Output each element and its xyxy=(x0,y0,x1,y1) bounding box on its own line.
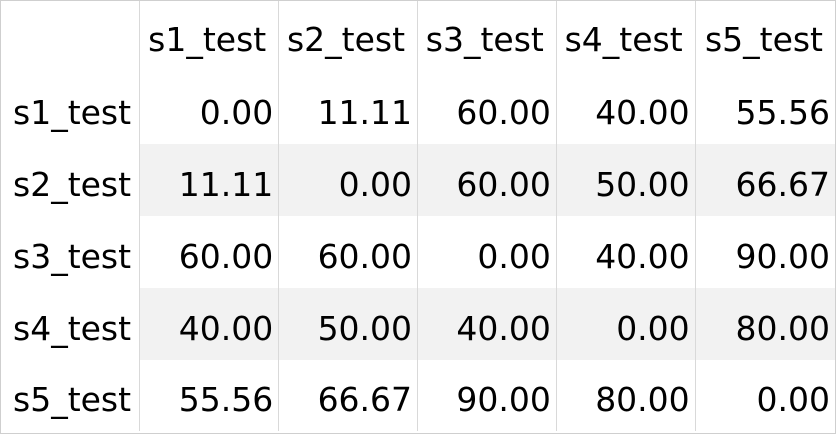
table-cell[interactable]: 60.00 xyxy=(417,72,557,144)
table-cell[interactable]: 11.11 xyxy=(139,144,280,216)
table-row: s4_test 40.00 50.00 40.00 0.00 80.00 xyxy=(1,288,835,360)
table-cell[interactable]: 66.67 xyxy=(695,144,835,216)
table-cell[interactable]: 90.00 xyxy=(735,236,830,276)
header-row: s1_test s2_test s3_test s4_test s5_test xyxy=(1,1,835,72)
table-cell[interactable]: 66.67 xyxy=(278,360,419,431)
row-header[interactable]: s5_test xyxy=(1,360,141,431)
table-cell[interactable]: 90.00 xyxy=(417,360,557,431)
table-cell[interactable]: 40.00 xyxy=(556,72,696,144)
table-row: s3_test 60.00 60.00 0.00 40.00 90.00 xyxy=(1,216,835,288)
table-row: s2_test 11.11 0.00 60.00 50.00 66.67 xyxy=(1,144,835,216)
column-header[interactable]: s5_test xyxy=(704,20,823,59)
table-row: s1_test 0.00 11.11 60.00 40.00 55.56 xyxy=(1,72,835,144)
corner-cell xyxy=(1,1,141,72)
table-cell[interactable]: 55.56 xyxy=(735,92,830,132)
column-header[interactable]: s3_test xyxy=(417,1,557,72)
row-header[interactable]: s1_test xyxy=(1,72,141,144)
table-cell[interactable]: 40.00 xyxy=(139,288,280,360)
row-header[interactable]: s3_test xyxy=(1,216,141,288)
table-cell[interactable]: 11.11 xyxy=(278,72,419,144)
table-cell[interactable]: 50.00 xyxy=(278,288,419,360)
row-header[interactable]: s4_test xyxy=(1,288,141,360)
table-cell[interactable]: 0.00 xyxy=(417,216,557,288)
table-cell[interactable]: 0.00 xyxy=(756,380,830,419)
table-cell[interactable]: 60.00 xyxy=(278,216,419,288)
table-cell[interactable]: 60.00 xyxy=(139,216,280,288)
table-cell[interactable]: 55.56 xyxy=(139,360,280,431)
table-cell[interactable]: 50.00 xyxy=(556,144,696,216)
table-cell[interactable]: 80.00 xyxy=(556,360,696,431)
table-cell[interactable]: 40.00 xyxy=(417,288,557,360)
table-cell[interactable]: 40.00 xyxy=(556,216,696,288)
column-header[interactable]: s2_test xyxy=(278,1,419,72)
table-cell[interactable]: 80.00 xyxy=(695,288,835,360)
table-cell[interactable]: 0.00 xyxy=(278,144,419,216)
row-header[interactable]: s2_test xyxy=(1,144,141,216)
table-cell[interactable]: 0.00 xyxy=(556,288,696,360)
table-cell[interactable]: 0.00 xyxy=(139,72,280,144)
table-row: s5_test 55.56 66.67 90.00 80.00 0.00 xyxy=(1,360,835,431)
table-cell[interactable]: 60.00 xyxy=(417,144,557,216)
column-header[interactable]: s4_test xyxy=(556,1,696,72)
column-header[interactable]: s1_test xyxy=(139,1,280,72)
